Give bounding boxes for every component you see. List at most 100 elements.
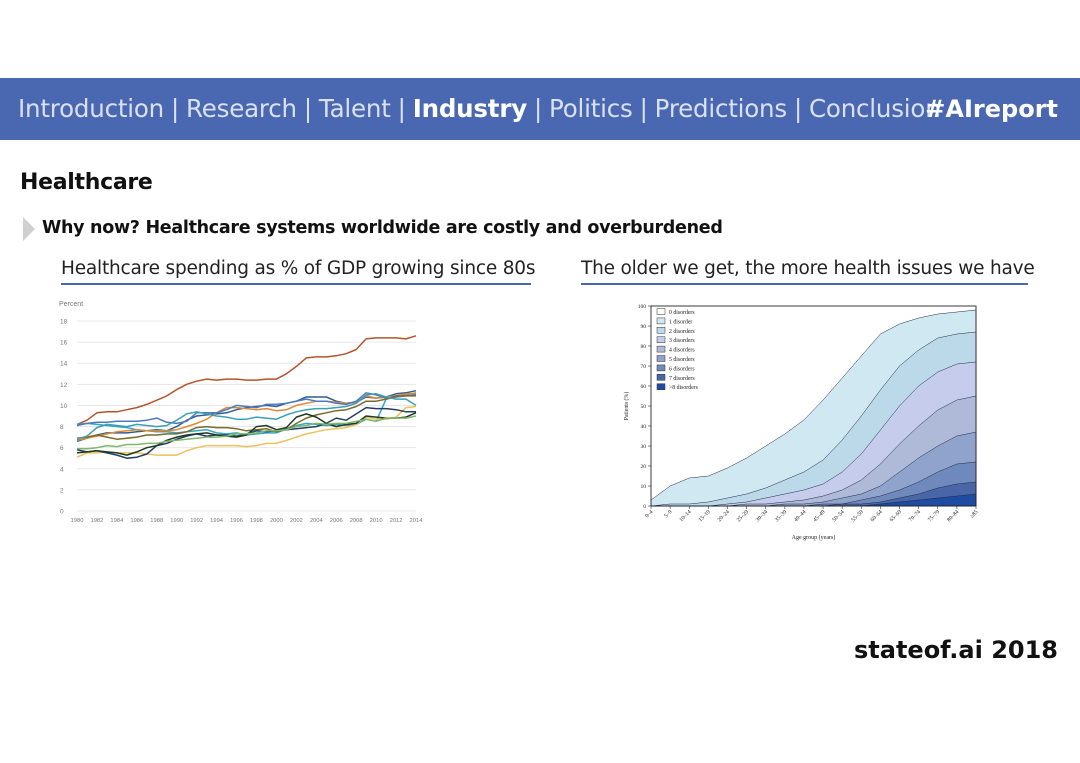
y-tick-label: 100 [638, 304, 647, 310]
x-tick-label: 35–39 [774, 509, 788, 523]
y-tick-label: 20 [641, 464, 647, 470]
x-tick-label: 70–74 [908, 509, 922, 523]
x-tick-label: 1998 [250, 518, 263, 524]
x-tick-label: 25–29 [736, 509, 750, 523]
legend-swatch [656, 336, 666, 343]
y-tick-label: 6 [60, 445, 64, 452]
x-tick-label: 5–9 [663, 509, 673, 519]
nav-separator: | [170, 94, 180, 123]
legend-label: 7 disorders [669, 376, 695, 382]
legend-label: 5 disorders [669, 357, 695, 363]
plot-frame [650, 305, 977, 507]
gdp-spending-line-chart: Percent 0 2 4 6 8 10 12 14 16 18 1980 1982 1984 1986 19… [59, 301, 424, 524]
x-tick-label: 20–24 [717, 509, 731, 523]
x-tick-label: 50–54 [831, 509, 845, 523]
legend-swatch [656, 308, 666, 315]
page-title: Healthcare [20, 170, 153, 195]
x-tick-label: 2014 [410, 518, 424, 524]
x-tick-label: 2008 [350, 518, 363, 524]
y-tick-label: 50 [641, 404, 647, 410]
x-tick-label: ≥85 [969, 509, 980, 520]
nav-item-politics[interactable]: Politics [549, 94, 633, 123]
nav-item-conclusion[interactable]: Conclusion [809, 94, 941, 123]
y-tick-label: 40 [641, 424, 647, 430]
x-tick-label: 1992 [190, 518, 203, 524]
series-line [76, 395, 416, 440]
section-nav: Introduction | Research | Talent | Industry | Po… [18, 78, 941, 140]
legend-swatch [656, 355, 666, 362]
x-tick-label: 10–14 [679, 509, 693, 523]
x-tick-label: 80–84 [946, 509, 960, 523]
legend-label: 0 disorders [669, 310, 695, 316]
nav-item-industry[interactable]: Industry [412, 94, 527, 123]
x-tick-label: 2000 [270, 518, 283, 524]
x-tick-label: 15–19 [698, 509, 712, 523]
x-tick-label: 1994 [210, 518, 224, 524]
x-tick-label: 40–44 [793, 509, 807, 523]
legend-label: 1 disorder [669, 319, 692, 325]
x-tick-label: 1982 [90, 518, 103, 524]
legend-label: >8 disorders [669, 385, 699, 391]
series-line [76, 393, 417, 440]
x-tick-label: 60–64 [870, 509, 884, 523]
y-tick-label: 4 [60, 466, 64, 473]
y-tick-label: 90 [641, 324, 647, 330]
legend-label: 6 disorders [669, 366, 695, 372]
y-tick-label: 80 [641, 344, 647, 350]
y-tick-label: 0 [60, 509, 64, 516]
x-tick-label: 1980 [71, 518, 84, 524]
x-tick-label: 55–59 [851, 509, 865, 523]
nav-separator: | [397, 94, 406, 123]
legend-swatch [656, 317, 666, 325]
legend-label: 2 disorders [669, 329, 695, 335]
x-tick-label: 30–34 [755, 509, 769, 523]
disorders-by-age-area-chart: 0 10 20 30 40 50 60 70 80 90 100 Patients (%) 0–4 5–9… [623, 304, 980, 541]
y-tick-label: 18 [60, 319, 68, 326]
x-tick-label: 1990 [170, 518, 183, 524]
nav-item-introduction[interactable]: Introduction [18, 94, 164, 123]
x-tick-label: 45–49 [812, 509, 826, 523]
left-panel-title: Healthcare spending as % of GDP growing … [61, 258, 535, 285]
x-tick-label: 65–69 [889, 509, 903, 523]
x-tick-label: 2006 [330, 518, 343, 524]
x-tick-label: 2004 [310, 518, 324, 524]
series-line [76, 335, 417, 426]
page-subtitle: Why now? Healthcare systems worldwide ar… [42, 218, 723, 238]
right-panel-title: The older we get, the more health issues… [581, 258, 1035, 285]
top-navigation-bar: Introduction | Research | Talent | Industry | Po… [0, 78, 1080, 140]
hashtag-label: #AIreport [925, 95, 1058, 123]
nav-separator: | [793, 94, 803, 123]
nav-separator: | [639, 94, 648, 123]
y-tick-label: 16 [60, 340, 68, 347]
series-line [77, 415, 417, 450]
y-axis-label: Patients (%) [623, 392, 630, 421]
series-line [76, 392, 417, 436]
x-tick-label: 2002 [290, 518, 303, 524]
x-tick-label: 1984 [110, 518, 124, 524]
legend-swatch [656, 327, 666, 334]
x-tick-label: 1996 [230, 518, 243, 524]
nav-item-research[interactable]: Research [186, 94, 297, 123]
y-tick-label: 12 [60, 382, 68, 389]
y-tick-label: 10 [60, 403, 68, 410]
nav-separator: | [533, 94, 543, 123]
y-tick-label: 10 [641, 484, 647, 490]
y-tick-label: 14 [60, 361, 68, 368]
legend-label: 4 disorders [669, 348, 695, 354]
y-tick-label: 70 [641, 364, 647, 370]
y-tick-label: 60 [641, 384, 647, 390]
legend-label: 3 disorders [669, 338, 695, 344]
legend-swatch [656, 364, 666, 372]
x-tick-label: 2010 [370, 518, 383, 524]
x-tick-label: 1986 [130, 518, 143, 524]
x-axis-label: Age group (years) [792, 534, 836, 541]
y-tick-label: 2 [60, 487, 64, 494]
y-tick-label: 0 [643, 504, 646, 510]
footer-brand: stateof.ai 2018 [853, 636, 1058, 664]
legend-swatch [656, 374, 666, 381]
nav-item-predictions[interactable]: Predictions [654, 94, 787, 123]
nav-separator: | [303, 94, 312, 123]
y-tick-label: 8 [60, 424, 64, 431]
nav-item-talent[interactable]: Talent [318, 94, 391, 123]
x-tick-label: 0–4 [644, 509, 654, 519]
